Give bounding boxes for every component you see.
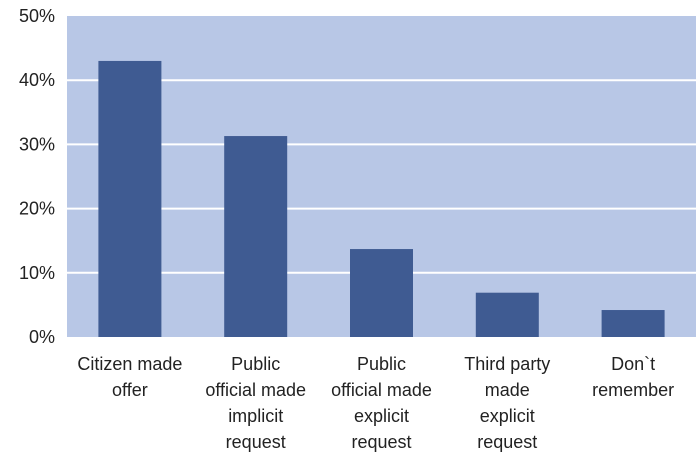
x-category-label-line: Citizen made (77, 354, 182, 374)
x-category-label-line: Public (231, 354, 280, 374)
x-category-label: Public official made implicit request (205, 354, 306, 452)
x-category-label-line: Third party (464, 354, 550, 374)
y-axis-tick-labels: 0% 10% 20% 30% 40% 50% (19, 6, 55, 347)
y-tick-label: 40% (19, 70, 55, 90)
gridlines (67, 79, 696, 274)
x-category-label: Citizen made offer (77, 354, 182, 400)
x-category-label-line: made (485, 380, 530, 400)
bar (98, 60, 162, 337)
y-tick-label: 10% (19, 263, 55, 283)
x-category-label-line: official made (331, 380, 432, 400)
y-tick-label: 0% (29, 327, 55, 347)
bars (98, 60, 665, 337)
y-tick-label: 20% (19, 199, 55, 219)
x-category-label-line: request (477, 432, 537, 452)
x-category-label-line: explicit (480, 406, 535, 426)
x-category-label: Don`t remember (592, 354, 674, 400)
x-category-label-line: official made (205, 380, 306, 400)
x-category-label: Third party made explicit request (464, 354, 550, 452)
x-category-label-line: Public (357, 354, 406, 374)
bar (224, 136, 288, 337)
x-axis-category-labels: Citizen made offer Public official made impl… (77, 354, 674, 452)
x-category-label-line: request (351, 432, 411, 452)
y-tick-label: 50% (19, 6, 55, 26)
bar (475, 292, 539, 337)
bar (350, 249, 413, 337)
x-category-label-line: request (226, 432, 286, 452)
x-category-label-line: implicit (228, 406, 283, 426)
y-tick-label: 30% (19, 134, 55, 154)
x-category-label: Public official made explicit request (331, 354, 432, 452)
x-category-label-line: remember (592, 380, 674, 400)
bar (601, 310, 665, 337)
x-category-label-line: explicit (354, 406, 409, 426)
x-category-label-line: offer (112, 380, 148, 400)
x-category-label-line: Don`t (611, 354, 655, 374)
